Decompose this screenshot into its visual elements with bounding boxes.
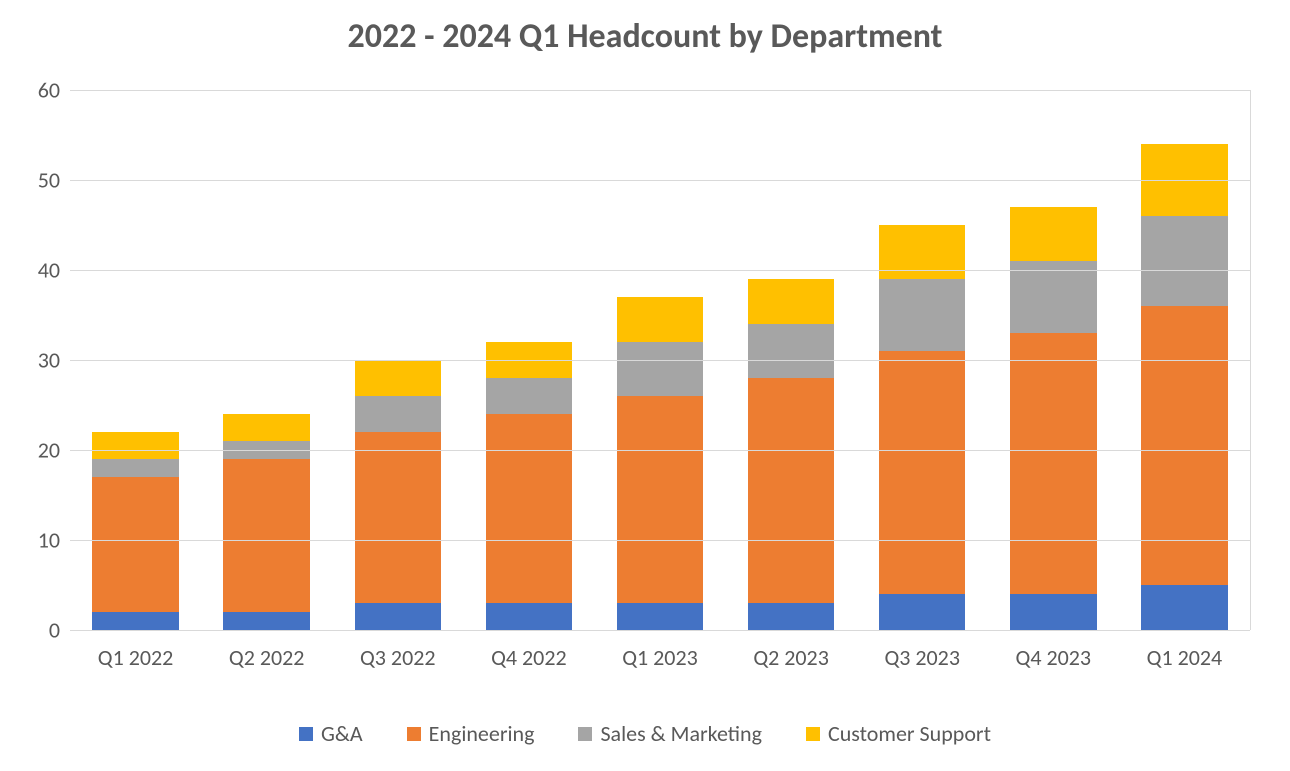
stacked-bar (617, 297, 704, 630)
bar-segment-eng (879, 351, 966, 594)
bar-segment-ga (1141, 585, 1228, 630)
stacked-bar (92, 432, 179, 630)
bar-segment-support (617, 297, 704, 342)
legend-label: G&A (321, 720, 363, 747)
bar-segment-support (355, 360, 442, 396)
gridline (70, 90, 1250, 91)
bar-segment-ga (1010, 594, 1097, 630)
x-axis-labels: Q1 2022Q2 2022Q3 2022Q4 2022Q1 2023Q2 20… (70, 636, 1250, 671)
legend-swatch (299, 727, 313, 741)
bar-segment-sales (879, 279, 966, 351)
legend-label: Customer Support (828, 720, 991, 747)
legend: G&A Engineering Sales & Marketing Customer … (0, 720, 1290, 747)
legend-swatch (578, 727, 592, 741)
x-tick-label: Q2 2023 (726, 636, 857, 671)
legend-swatch (806, 727, 820, 741)
bar-segment-ga (748, 603, 835, 630)
bar-segment-ga (223, 612, 310, 630)
bar-segment-support (1010, 207, 1097, 261)
chart-title: 2022 - 2024 Q1 Headcount by Department (0, 16, 1290, 57)
y-tick-label: 60 (20, 77, 60, 104)
bar-segment-eng (617, 396, 704, 603)
x-tick-label: Q1 2022 (70, 636, 201, 671)
bar-segment-support (748, 279, 835, 324)
x-tick-label: Q4 2023 (988, 636, 1119, 671)
bar-segment-support (92, 432, 179, 459)
legend-item-eng: Engineering (407, 720, 535, 747)
bar-segment-ga (355, 603, 442, 630)
y-tick-label: 0 (20, 617, 60, 644)
legend-item-ga: G&A (299, 720, 363, 747)
gridline (70, 540, 1250, 541)
bar-segment-eng (1141, 306, 1228, 585)
legend-label: Engineering (429, 720, 535, 747)
gridline (70, 360, 1250, 361)
legend-item-support: Customer Support (806, 720, 991, 747)
bar-segment-sales (1010, 261, 1097, 333)
x-tick-label: Q3 2022 (332, 636, 463, 671)
bar-segment-eng (748, 378, 835, 603)
stacked-bar (355, 360, 442, 630)
bar-segment-sales (92, 459, 179, 477)
x-tick-label: Q1 2024 (1119, 636, 1250, 671)
bar-segment-ga (486, 603, 573, 630)
stacked-bar (748, 279, 835, 630)
bar-segment-eng (92, 477, 179, 612)
legend-swatch (407, 727, 421, 741)
y-tick-label: 30 (20, 347, 60, 374)
bar-segment-ga (617, 603, 704, 630)
stacked-bar (879, 225, 966, 630)
headcount-chart: 2022 - 2024 Q1 Headcount by Department 0… (0, 0, 1290, 771)
bar-segment-ga (92, 612, 179, 630)
bar-segment-eng (1010, 333, 1097, 594)
gridline (70, 450, 1250, 451)
y-tick-label: 50 (20, 167, 60, 194)
bar-segment-sales (355, 396, 442, 432)
bar-segment-sales (748, 324, 835, 378)
bar-segment-eng (223, 459, 310, 612)
bar-segment-eng (355, 432, 442, 603)
legend-item-sales: Sales & Marketing (578, 720, 762, 747)
bar-segment-ga (879, 594, 966, 630)
stacked-bar (223, 414, 310, 630)
gridline (70, 630, 1250, 631)
x-tick-label: Q4 2022 (463, 636, 594, 671)
bar-segment-sales (486, 378, 573, 414)
bar-segment-sales (1141, 216, 1228, 306)
x-tick-label: Q1 2023 (594, 636, 725, 671)
plot-area (70, 90, 1251, 630)
stacked-bar (1141, 144, 1228, 630)
bar-segment-sales (617, 342, 704, 396)
bar-segment-support (223, 414, 310, 441)
x-tick-label: Q3 2023 (857, 636, 988, 671)
x-tick-label: Q2 2022 (201, 636, 332, 671)
gridline (70, 270, 1250, 271)
stacked-bar (486, 342, 573, 630)
y-tick-label: 20 (20, 437, 60, 464)
bar-segment-eng (486, 414, 573, 603)
y-tick-label: 10 (20, 527, 60, 554)
y-tick-label: 40 (20, 257, 60, 284)
gridline (70, 180, 1250, 181)
legend-label: Sales & Marketing (600, 720, 762, 747)
